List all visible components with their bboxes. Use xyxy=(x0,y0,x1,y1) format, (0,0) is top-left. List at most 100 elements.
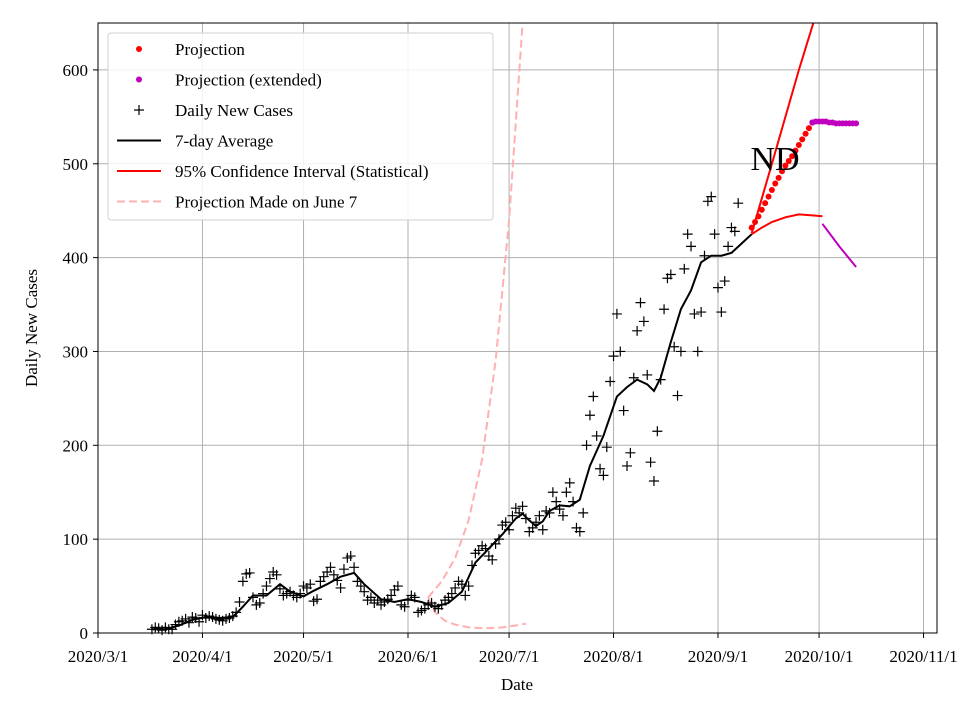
x-tick-label: 2020/7/1 xyxy=(479,647,539,666)
daily-case-marker xyxy=(669,341,680,352)
daily-case-marker xyxy=(247,592,258,603)
x-tick-label: 2020/10/1 xyxy=(785,647,854,666)
daily-case-marker xyxy=(312,594,323,605)
ci-lower-line xyxy=(751,213,823,236)
state-label: ND xyxy=(750,141,799,178)
legend-entry: Projection xyxy=(136,40,245,59)
ci-upper-line xyxy=(750,23,815,234)
daily-case-marker xyxy=(460,590,471,601)
x-tick-label: 2020/5/1 xyxy=(273,647,333,666)
daily-case-marker xyxy=(595,463,606,474)
y-tick-label: 200 xyxy=(63,436,89,455)
y-tick-label: 400 xyxy=(63,249,89,268)
daily-case-marker xyxy=(628,372,639,383)
daily-case-marker xyxy=(723,241,734,252)
daily-case-marker xyxy=(689,308,700,319)
projection-point xyxy=(775,174,782,181)
x-tick-label: 2020/4/1 xyxy=(172,647,232,666)
daily-case-marker xyxy=(648,475,659,486)
legend-dot-marker xyxy=(136,46,142,52)
legend-box xyxy=(107,32,494,221)
plot-border xyxy=(97,22,938,634)
daily-case-marker xyxy=(332,575,343,586)
legend-label: 95% Confidence Interval (Statistical) xyxy=(175,162,429,181)
daily-case-marker xyxy=(355,581,366,592)
daily-case-marker xyxy=(507,510,518,521)
projection-point xyxy=(768,187,775,194)
daily-case-marker xyxy=(652,426,663,437)
legend-entry: 7-day Average xyxy=(117,132,273,151)
legend-entry: 95% Confidence Interval (Statistical) xyxy=(117,162,429,181)
daily-case-marker xyxy=(456,579,467,590)
daily-case-marker xyxy=(696,307,707,318)
daily-case-marker xyxy=(480,543,491,554)
x-tick-label: 2020/11/1 xyxy=(889,647,957,666)
projection-point xyxy=(795,142,802,148)
daily-case-marker xyxy=(591,430,602,441)
daily-case-marker xyxy=(615,346,626,357)
plot-frame xyxy=(97,22,938,634)
x-tick-label: 2020/8/1 xyxy=(583,647,643,666)
projection-point xyxy=(802,130,809,137)
y-tick-label: 500 xyxy=(63,155,89,174)
daily-case-marker xyxy=(608,351,619,362)
daily-case-marker xyxy=(531,517,542,528)
daily-case-marker xyxy=(244,567,255,578)
daily-case-marker xyxy=(554,504,565,515)
daily-case-marker xyxy=(675,346,686,357)
daily-case-marker xyxy=(672,390,683,401)
daily-case-marker xyxy=(659,304,670,315)
daily-case-marker xyxy=(682,229,693,240)
daily-case-marker xyxy=(635,297,646,308)
projection-point xyxy=(792,147,799,154)
projection-point xyxy=(755,213,762,220)
daily-case-marker xyxy=(399,601,410,612)
daily-case-marker xyxy=(359,586,370,597)
daily-case-marker xyxy=(665,269,676,280)
projection-point xyxy=(789,153,796,160)
daily-case-marker xyxy=(699,250,710,261)
daily-case-marker xyxy=(493,534,504,545)
daily-case-marker xyxy=(487,554,498,565)
projection-series xyxy=(748,118,860,231)
y-axis-label: Daily New Cases xyxy=(22,269,41,387)
daily-case-marker xyxy=(261,581,272,592)
daily-case-marker xyxy=(237,576,248,587)
projection-point xyxy=(748,224,755,231)
projection-point xyxy=(765,193,772,200)
daily-case-marker xyxy=(632,325,643,336)
daily-case-marker xyxy=(194,616,205,627)
projection-point xyxy=(785,157,792,164)
daily-case-marker xyxy=(183,617,194,628)
daily-case-marker xyxy=(409,592,420,603)
legend-label: Daily New Cases xyxy=(175,101,293,120)
daily-case-marker xyxy=(642,369,653,380)
daily-case-marker xyxy=(349,562,360,573)
y-tick-label: 600 xyxy=(63,61,89,80)
daily-case-marker xyxy=(557,510,568,521)
y-tick-label: 300 xyxy=(63,342,89,361)
x-axis-label: Date xyxy=(501,675,533,694)
daily-case-marker xyxy=(655,374,666,385)
june7-projection-upper-line xyxy=(427,23,524,598)
daily-case-marker xyxy=(578,507,589,518)
daily-case-marker xyxy=(234,597,245,608)
daily-case-marker xyxy=(345,551,356,562)
daily-case-marker xyxy=(611,308,622,319)
projection-point xyxy=(805,125,812,132)
daily-case-marker xyxy=(564,477,575,488)
daily-case-marker xyxy=(517,501,528,512)
legend-dot-marker xyxy=(136,76,142,83)
daily-case-marker xyxy=(231,607,242,618)
legend: Projection Projection (extended) Daily New… xyxy=(107,32,494,221)
daily-case-marker xyxy=(467,560,478,571)
daily-case-marker xyxy=(561,487,572,498)
daily-case-marker xyxy=(625,447,636,458)
daily-case-marker xyxy=(712,282,723,293)
daily-case-marker xyxy=(325,562,336,573)
projection-extended-point xyxy=(853,120,860,127)
projection-point xyxy=(762,200,769,207)
confidence-interval-series xyxy=(750,23,857,268)
daily-case-marker xyxy=(709,229,720,240)
